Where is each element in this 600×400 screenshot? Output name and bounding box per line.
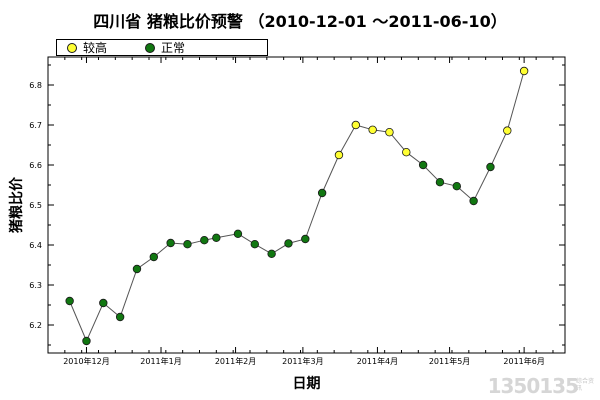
legend-normal-marker	[145, 42, 156, 53]
data-point	[301, 234, 310, 244]
data-point	[149, 252, 159, 262]
data-point	[418, 160, 428, 170]
data-point	[402, 147, 411, 157]
data-point	[334, 150, 344, 160]
x-tick-label: 2011年1月	[140, 356, 181, 366]
legend-high-marker	[67, 42, 77, 53]
data-point	[200, 235, 209, 245]
data-point	[503, 126, 512, 135]
x-axis-title: 日期	[293, 376, 321, 392]
legend: 较高 正常	[56, 39, 268, 56]
data-point	[452, 181, 461, 191]
data-point	[317, 188, 327, 198]
data-point	[82, 336, 91, 346]
y-tick-label: 6.3	[29, 281, 42, 290]
data-point	[166, 238, 175, 248]
data-point	[183, 239, 192, 249]
data-point	[385, 127, 394, 137]
data-point	[351, 120, 360, 130]
data-point	[368, 125, 377, 134]
x-tick-label: 2010年12月	[63, 356, 110, 366]
y-tick-label: 6.5	[29, 201, 42, 210]
x-tick-label: 2011年6月	[503, 356, 544, 366]
y-tick-label: 6.6	[29, 161, 42, 170]
y-tick-label: 6.4	[29, 241, 42, 250]
legend-item-normal: 正常	[145, 39, 185, 56]
y-axis-title: 猪粮比价	[8, 176, 25, 234]
data-point	[519, 66, 529, 76]
data-point	[250, 239, 259, 249]
data-point	[132, 264, 142, 274]
data-line	[69, 70, 525, 343]
data-point	[99, 298, 108, 308]
chart-title: 四川省 猪粮比价预警 （2010-12-01 ～2011-06-10）	[93, 12, 507, 31]
legend-normal-label: 正常	[161, 41, 186, 55]
watermark-logo: 1350135	[487, 374, 579, 398]
legend-high-label: 较高	[83, 41, 108, 55]
plot-frame	[47, 56, 566, 354]
data-point	[65, 296, 74, 306]
data-point	[486, 162, 495, 172]
data-point	[267, 249, 276, 258]
y-tick-label: 6.8	[29, 81, 42, 90]
y-tick-label: 6.7	[29, 121, 42, 130]
data-point	[284, 239, 293, 248]
x-tick-label: 2011年2月	[215, 356, 256, 366]
data-point	[435, 177, 445, 187]
x-tick-label: 2011年4月	[357, 356, 398, 366]
data-point	[469, 196, 478, 206]
x-tick-label: 2011年3月	[282, 356, 323, 366]
legend-item-high: 较高	[67, 39, 107, 56]
data-point	[212, 233, 221, 242]
data-point	[115, 312, 125, 322]
y-tick-label: 6.2	[29, 321, 42, 330]
watermark-sub: 综合资讯	[576, 378, 595, 392]
x-tick-label: 2011年5月	[429, 356, 470, 366]
data-point	[233, 229, 243, 238]
